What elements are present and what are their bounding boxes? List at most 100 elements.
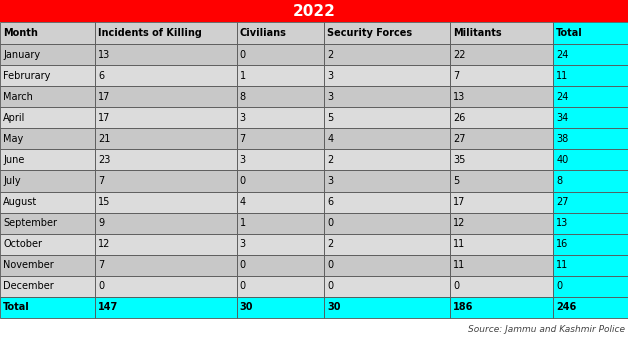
Bar — [324, 149, 450, 170]
Bar — [95, 86, 237, 107]
Text: 11: 11 — [556, 260, 568, 270]
Bar — [0, 128, 95, 149]
Bar — [237, 128, 324, 149]
Text: 35: 35 — [453, 155, 465, 165]
Bar — [450, 149, 553, 170]
Text: 0: 0 — [239, 50, 246, 59]
Bar — [95, 107, 237, 128]
Text: 147: 147 — [99, 303, 119, 312]
Bar — [324, 297, 450, 318]
Bar — [95, 234, 237, 255]
Text: 12: 12 — [99, 239, 111, 249]
Bar — [324, 107, 450, 128]
Text: 12: 12 — [453, 218, 465, 228]
Text: 24: 24 — [556, 92, 568, 102]
Text: September: September — [3, 218, 57, 228]
Text: 11: 11 — [453, 239, 465, 249]
Bar — [324, 255, 450, 276]
Bar — [553, 234, 628, 255]
Bar — [237, 297, 324, 318]
Text: 2022: 2022 — [293, 3, 335, 18]
Text: 186: 186 — [453, 303, 474, 312]
Bar — [95, 22, 237, 44]
Text: 3: 3 — [239, 113, 246, 123]
Text: 13: 13 — [556, 218, 568, 228]
Text: 7: 7 — [453, 71, 460, 81]
Text: 8: 8 — [239, 92, 246, 102]
Text: December: December — [3, 282, 54, 291]
Text: Civilians: Civilians — [239, 28, 286, 38]
Text: 6: 6 — [327, 197, 333, 207]
Text: 4: 4 — [327, 134, 333, 144]
Bar — [324, 234, 450, 255]
Text: 16: 16 — [556, 239, 568, 249]
Bar — [324, 191, 450, 212]
Text: 0: 0 — [327, 282, 333, 291]
Text: 7: 7 — [239, 134, 246, 144]
Text: 7: 7 — [99, 260, 105, 270]
Text: August: August — [3, 197, 37, 207]
Bar — [553, 65, 628, 86]
Bar — [450, 128, 553, 149]
Bar — [237, 234, 324, 255]
Bar — [450, 191, 553, 212]
Text: 0: 0 — [556, 282, 562, 291]
Bar — [553, 297, 628, 318]
Bar — [95, 170, 237, 191]
Bar — [553, 191, 628, 212]
Bar — [237, 22, 324, 44]
Text: 38: 38 — [556, 134, 568, 144]
Bar — [450, 44, 553, 65]
Bar — [237, 44, 324, 65]
Bar — [95, 128, 237, 149]
Text: 5: 5 — [453, 176, 460, 186]
Text: 13: 13 — [453, 92, 465, 102]
Text: 11: 11 — [556, 71, 568, 81]
Bar — [0, 234, 95, 255]
Bar — [0, 276, 95, 297]
Text: Total: Total — [3, 303, 30, 312]
Bar — [95, 255, 237, 276]
Text: Total: Total — [556, 28, 583, 38]
Bar — [450, 65, 553, 86]
Text: October: October — [3, 239, 42, 249]
Bar — [553, 170, 628, 191]
Text: January: January — [3, 50, 40, 59]
Bar — [237, 86, 324, 107]
Text: 15: 15 — [99, 197, 111, 207]
Text: 11: 11 — [453, 260, 465, 270]
Text: 30: 30 — [239, 303, 253, 312]
Bar — [324, 128, 450, 149]
Bar — [95, 297, 237, 318]
Bar — [0, 22, 95, 44]
Bar — [95, 191, 237, 212]
Bar — [0, 170, 95, 191]
Bar — [0, 0, 628, 22]
Text: 26: 26 — [453, 113, 465, 123]
Bar — [324, 44, 450, 65]
Bar — [553, 255, 628, 276]
Text: April: April — [3, 113, 25, 123]
Bar — [237, 149, 324, 170]
Bar — [553, 22, 628, 44]
Bar — [324, 22, 450, 44]
Bar — [0, 255, 95, 276]
Text: 8: 8 — [556, 176, 562, 186]
Bar — [553, 107, 628, 128]
Text: Month: Month — [3, 28, 38, 38]
Text: 0: 0 — [327, 260, 333, 270]
Text: 23: 23 — [99, 155, 111, 165]
Bar — [0, 191, 95, 212]
Text: 34: 34 — [556, 113, 568, 123]
Text: 0: 0 — [239, 260, 246, 270]
Text: June: June — [3, 155, 24, 165]
Text: 3: 3 — [327, 92, 333, 102]
Text: 40: 40 — [556, 155, 568, 165]
Bar — [553, 128, 628, 149]
Bar — [324, 65, 450, 86]
Text: November: November — [3, 260, 54, 270]
Bar — [324, 86, 450, 107]
Text: 27: 27 — [453, 134, 466, 144]
Text: 6: 6 — [99, 71, 104, 81]
Text: 9: 9 — [99, 218, 104, 228]
